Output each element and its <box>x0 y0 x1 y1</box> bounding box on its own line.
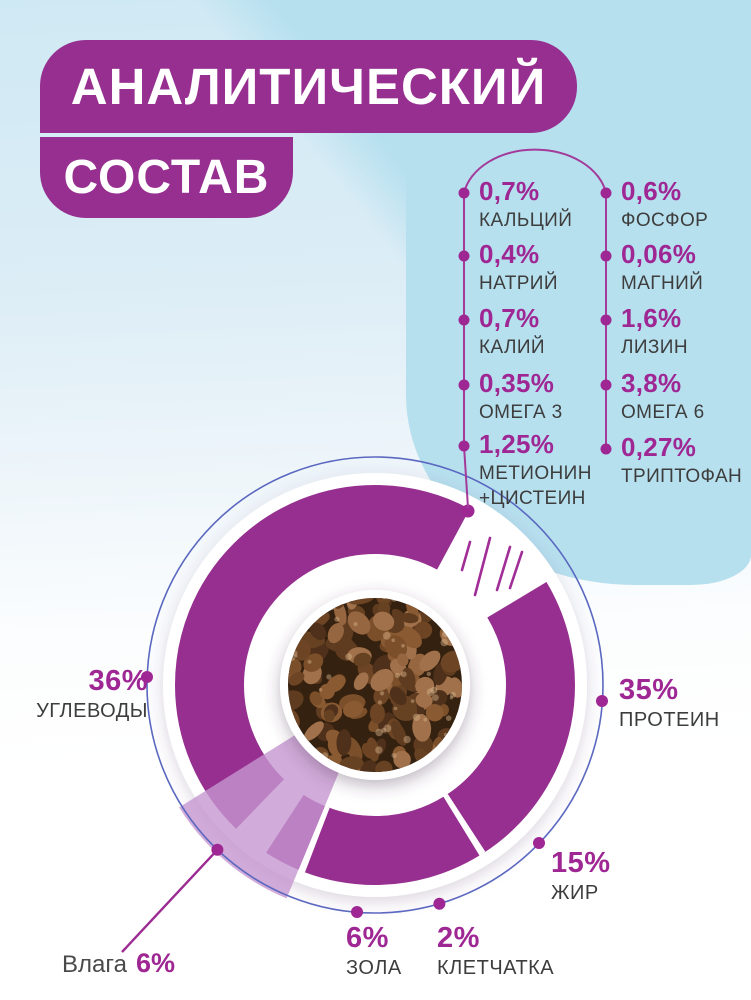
nutrient-value: 0,27% <box>621 432 697 462</box>
segment-label-protein: 35% ПРОТЕИН <box>619 675 750 732</box>
segment-value: 2% <box>437 922 480 954</box>
nutrient-value: 0,4% <box>479 239 540 269</box>
segment-label-carbs: 36% УГЛЕВОДЫ <box>4 666 148 723</box>
nutrient-value: 0,35% <box>479 368 555 398</box>
nutrient-row: 0,7% КАЛИЙ <box>479 304 611 360</box>
segment-label-fiber: 2% КЛЕТЧАТКА <box>437 923 554 980</box>
segment-value: 6% <box>135 948 175 978</box>
donut-ring <box>175 485 575 885</box>
ring-separator <box>444 793 486 854</box>
page-title-line2: СОСТАВ <box>63 151 270 204</box>
nutrient-row: 0,7% КАЛЬЦИЙ <box>479 177 611 233</box>
segment-name: ЖИР <box>551 882 599 904</box>
nutrient-label: МЕТИОНИН +ЦИСТЕИН <box>479 463 592 509</box>
segment-name: ЗОЛА <box>346 957 402 979</box>
nutrient-connector <box>458 148 612 509</box>
segment-name: ПРОТЕИН <box>619 709 720 731</box>
segment-value: 35% <box>619 674 679 706</box>
nutrient-label: ФОСФОР <box>621 210 709 231</box>
nutrient-value: 1,25% <box>479 429 555 459</box>
segment-name: УГЛЕВОДЫ <box>36 700 148 722</box>
segment-label-ash: 6% ЗОЛА <box>346 923 402 980</box>
nutrient-label: НАТРИЙ <box>479 273 558 294</box>
nutrient-label: МАГНИЙ <box>621 273 704 294</box>
nutrient-label: ЛИЗИН <box>621 337 688 358</box>
nutrient-row: 0,06% МАГНИЙ <box>621 240 751 296</box>
page-title-line1: АНАЛИТИЧЕСКИЙ <box>70 58 547 115</box>
nutrient-value: 3,8% <box>621 368 682 398</box>
title-box-line2: СОСТАВ <box>40 137 293 218</box>
kibble-photo <box>280 590 470 780</box>
nutrient-label: ТРИПТОФАН <box>621 466 743 487</box>
nutrient-label: КАЛЬЦИЙ <box>479 210 573 231</box>
nutrient-value: 0,7% <box>479 303 540 333</box>
nutrient-bullets <box>458 187 612 455</box>
nutrient-value: 0,06% <box>621 239 697 269</box>
nutrient-row: 3,8% ОМЕГА 6 <box>621 369 751 425</box>
outer-guide-circle <box>146 456 604 914</box>
nutrient-label: ОМЕГА 3 <box>479 402 563 423</box>
nutrient-row: 1,6% ЛИЗИН <box>621 304 751 360</box>
nutrient-row: 0,4% НАТРИЙ <box>479 240 611 296</box>
nutrient-row: 0,6% ФОСФОР <box>621 177 751 233</box>
nutrient-value: 0,6% <box>621 176 682 206</box>
nutrient-value: 1,6% <box>621 303 682 333</box>
moisture-leader-line <box>121 848 219 953</box>
nutrient-row: 1,25% МЕТИОНИН +ЦИСТЕИН <box>479 430 601 511</box>
ring-separator <box>301 806 330 873</box>
segment-value: 6% <box>346 922 389 954</box>
moisture-wedge <box>179 732 341 899</box>
segment-name: КЛЕТЧАТКА <box>437 957 555 979</box>
nutrient-label: ОМЕГА 6 <box>621 402 705 423</box>
segment-name: Влага <box>62 951 127 978</box>
emphasis-rays-icon <box>460 536 524 597</box>
nutrient-row: 0,35% ОМЕГА 3 <box>479 369 611 425</box>
segment-label-fat: 15% ЖИР <box>551 848 611 905</box>
nutrient-value: 0,7% <box>479 176 540 206</box>
title-box-line1: АНАЛИТИЧЕСКИЙ <box>40 40 577 133</box>
nutrient-row: 0,27% ТРИПТОФАН <box>621 433 751 489</box>
segment-label-moisture: Влага 6% <box>62 948 175 979</box>
segment-value: 15% <box>551 847 611 879</box>
segment-dots <box>141 504 608 918</box>
nutrient-label: КАЛИЙ <box>479 337 545 358</box>
segment-value: 36% <box>88 665 148 697</box>
